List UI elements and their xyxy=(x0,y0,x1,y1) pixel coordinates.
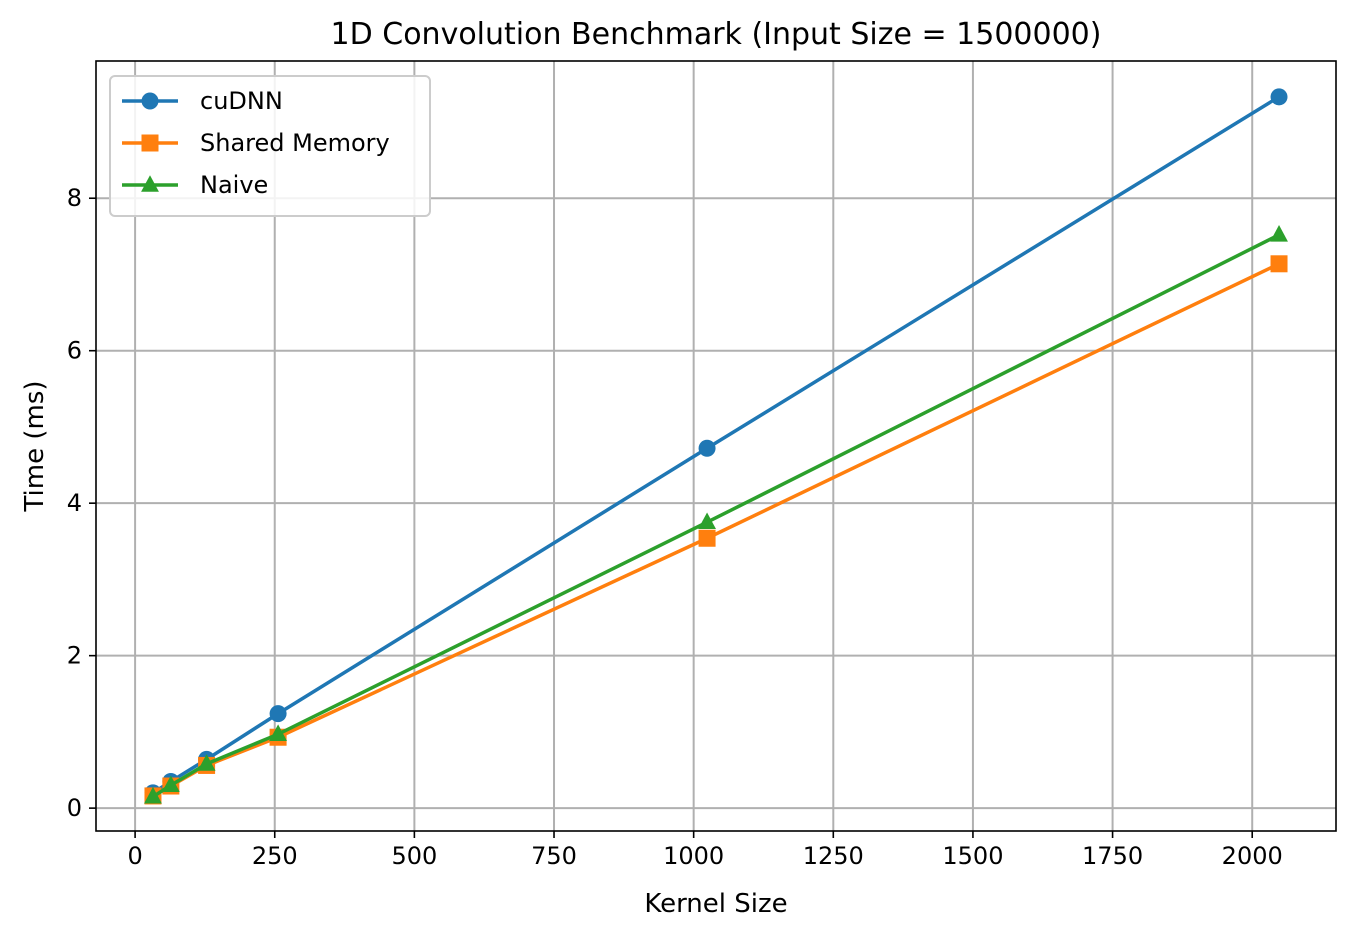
data-point-naive xyxy=(197,754,216,771)
data-point-naive xyxy=(1270,225,1288,242)
data-point-shared-memory xyxy=(1270,255,1288,273)
legend-label: cuDNN xyxy=(200,87,283,115)
x-tick-label: 1000 xyxy=(663,842,724,870)
y-tick-label: 8 xyxy=(67,184,82,212)
data-point-cudnn xyxy=(269,705,287,723)
x-tick-label: 1500 xyxy=(942,842,1003,870)
y-tick-label: 2 xyxy=(67,642,82,670)
legend-label: Naive xyxy=(200,171,268,199)
legend-marker xyxy=(141,134,159,152)
data-point-naive xyxy=(269,724,288,741)
ticks: 0 250 500 750 1000 1250 1500 1750 2000 0 2 4 6 8 xyxy=(67,184,1283,870)
x-tick-label: 1250 xyxy=(803,842,864,870)
legend-label: Shared Memory xyxy=(200,129,390,157)
data-point-cudnn xyxy=(698,439,716,457)
legend-item-naive: Naive xyxy=(122,171,268,199)
x-tick-label: 2000 xyxy=(1222,842,1283,870)
legend-item-shared-memory: Shared Memory xyxy=(122,129,390,157)
x-tick-label: 750 xyxy=(531,842,577,870)
legend-box xyxy=(109,75,431,217)
x-tick-label: 1750 xyxy=(1082,842,1143,870)
series-layer xyxy=(144,88,1288,805)
x-tick-label: 500 xyxy=(391,842,437,870)
series-naive xyxy=(144,225,1288,804)
x-axis-label: Kernel Size xyxy=(644,889,787,919)
x-tick-label: 250 xyxy=(252,842,298,870)
data-point-naive xyxy=(698,512,716,530)
y-tick-label: 0 xyxy=(67,794,82,822)
y-tick-label: 4 xyxy=(67,489,82,517)
plot-frame xyxy=(95,60,1337,832)
data-point-naive xyxy=(144,786,162,804)
data-point-naive xyxy=(161,775,180,793)
legend: cuDNN Shared Memory Naive xyxy=(109,75,431,217)
y-tick-label: 6 xyxy=(67,337,82,365)
legend-item-cudnn: cuDNN xyxy=(122,87,283,115)
chart-title: 1D Convolution Benchmark (Input Size = 1… xyxy=(331,17,1102,52)
x-tick-label: 0 xyxy=(127,842,142,870)
data-point-cudnn xyxy=(1270,88,1288,106)
data-point-shared-memory xyxy=(698,529,716,547)
legend-marker xyxy=(141,92,159,110)
legend-marker xyxy=(141,175,159,192)
y-axis-label: Time (ms) xyxy=(20,380,50,512)
